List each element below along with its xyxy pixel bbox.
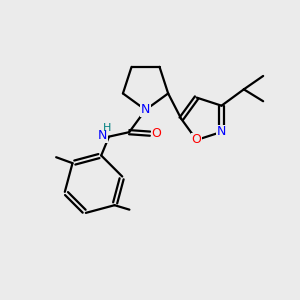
Text: O: O bbox=[152, 127, 161, 140]
Text: N: N bbox=[98, 129, 107, 142]
Text: N: N bbox=[141, 103, 150, 116]
Text: N: N bbox=[217, 125, 226, 138]
Text: O: O bbox=[192, 134, 202, 146]
Text: H: H bbox=[103, 123, 111, 133]
